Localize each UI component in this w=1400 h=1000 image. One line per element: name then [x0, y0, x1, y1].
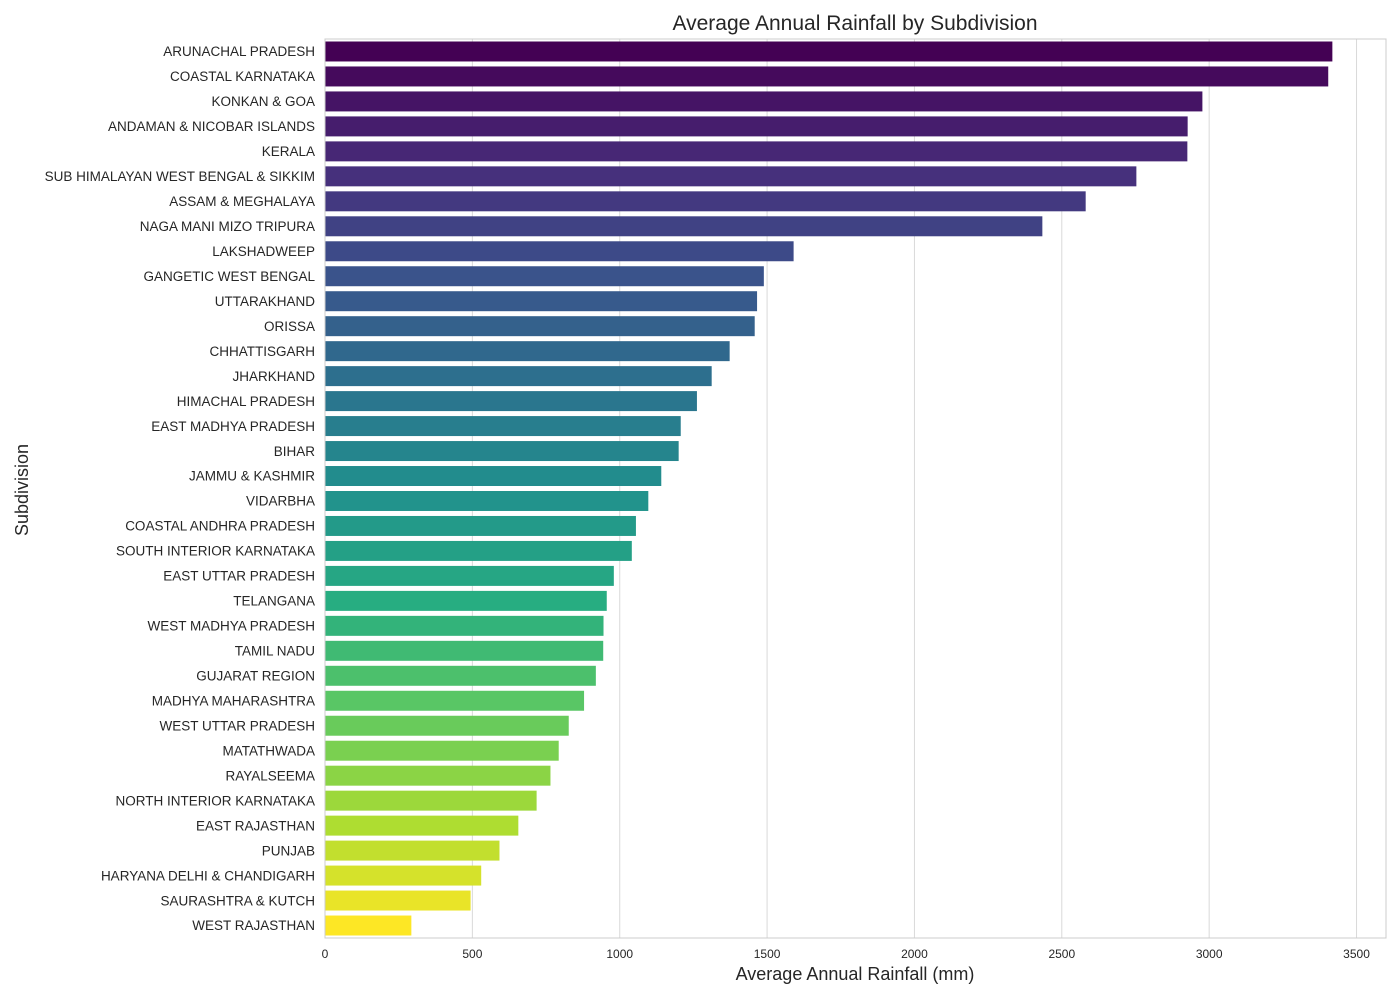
y-tick-label: SUB HIMALAYAN WEST BENGAL & SIKKIM [45, 169, 315, 184]
bar [325, 565, 614, 586]
bar [325, 191, 1086, 212]
bar [325, 865, 482, 886]
y-tick-label: HARYANA DELHI & CHANDIGARH [101, 868, 315, 883]
bar [325, 790, 537, 811]
bar [325, 815, 519, 836]
bar [325, 216, 1043, 237]
bar [325, 740, 559, 761]
y-tick-label: BIHAR [274, 444, 316, 459]
y-tick-label: KONKAN & GOA [211, 94, 315, 109]
y-tick-label: TAMIL NADU [235, 644, 315, 659]
bar [325, 241, 794, 262]
y-tick-label: COASTAL ANDHRA PRADESH [125, 519, 315, 534]
bar [325, 391, 697, 412]
bars-layer [325, 41, 1333, 936]
x-tick-label: 2500 [1048, 947, 1075, 961]
x-tick-label: 1500 [754, 947, 781, 961]
y-tick-label: MADHYA MAHARASHTRA [152, 693, 315, 708]
bar [325, 166, 1137, 187]
y-tick-label: GANGETIC WEST BENGAL [143, 269, 315, 284]
bar [325, 690, 585, 711]
chart-title: Average Annual Rainfall by Subdivision [672, 12, 1037, 35]
bar [325, 91, 1203, 112]
x-tick-label: 500 [462, 947, 482, 961]
y-tick-label: ARUNACHAL PRADESH [163, 44, 315, 59]
y-tick-label: JHARKHAND [232, 369, 315, 384]
x-tick-label: 3500 [1343, 947, 1370, 961]
y-tick-label: ANDAMAN & NICOBAR ISLANDS [108, 119, 315, 134]
bar [325, 441, 679, 462]
bar [325, 840, 500, 861]
bar [325, 765, 551, 786]
bar [325, 515, 636, 536]
y-tick-label: EAST UTTAR PRADESH [163, 569, 315, 584]
bar [325, 890, 471, 911]
x-tick-label: 3000 [1196, 947, 1223, 961]
y-tick-label: UTTARAKHAND [215, 294, 316, 309]
y-tick-label: EAST MADHYA PRADESH [151, 419, 315, 434]
y-tick-label: SAURASHTRA & KUTCH [160, 893, 315, 908]
y-tick-label: MATATHWADA [223, 743, 316, 758]
y-tick-label: VIDARBHA [246, 494, 315, 509]
bar [325, 116, 1188, 137]
bar [325, 266, 764, 287]
y-tick-labels: ARUNACHAL PRADESH COASTAL KARNATAKA KONKAN… [45, 44, 316, 933]
bar [325, 316, 755, 337]
y-tick-label: CHHATTISGARH [209, 344, 315, 359]
y-tick-label: WEST MADHYA PRADESH [147, 619, 315, 634]
y-tick-label: TELANGANA [233, 594, 315, 609]
y-tick-label: EAST RAJASTHAN [196, 818, 315, 833]
bar [325, 615, 604, 636]
y-tick-label: PUNJAB [262, 843, 315, 858]
y-tick-label: RAYALSEEMA [225, 768, 315, 783]
bar [325, 416, 681, 437]
bar [325, 341, 730, 362]
x-tick-label: 2000 [901, 947, 928, 961]
bar [325, 141, 1188, 162]
grid-layer [471, 39, 1358, 938]
x-axis-label: Average Annual Rainfall (mm) [736, 964, 975, 984]
x-tick-labels: 0 500 1000 1500 2000 2500 3000 3500 [322, 947, 1371, 961]
plot-frame [324, 38, 1387, 939]
y-tick-label: JAMMU & KASHMIR [189, 469, 315, 484]
bar [325, 490, 649, 511]
bar [325, 66, 1329, 87]
y-tick-label: ORISSA [264, 319, 315, 334]
y-tick-label: KERALA [262, 144, 315, 159]
y-tick-label: HIMACHAL PRADESH [177, 394, 315, 409]
bar [325, 366, 712, 387]
y-tick-label: LAKSHADWEEP [212, 244, 315, 259]
y-tick-label: ASSAM & MEGHALAYA [169, 194, 315, 209]
bar [325, 41, 1333, 62]
bar [325, 715, 569, 736]
bar [325, 640, 604, 661]
y-axis-label: Subdivision [12, 444, 32, 536]
bar [325, 540, 632, 561]
y-tick-label: WEST UTTAR PRADESH [159, 718, 315, 733]
bar [325, 665, 596, 686]
y-tick-label: GUJARAT REGION [196, 669, 315, 684]
y-tick-label: SOUTH INTERIOR KARNATAKA [116, 544, 315, 559]
y-tick-label: NAGA MANI MIZO TRIPURA [140, 219, 315, 234]
bar [325, 291, 758, 312]
bar [325, 590, 607, 611]
bar [325, 466, 662, 487]
y-tick-label: NORTH INTERIOR KARNATAKA [115, 793, 315, 808]
y-tick-label: WEST RAJASTHAN [192, 918, 315, 933]
x-tick-label: 0 [322, 947, 329, 961]
y-tick-label: COASTAL KARNATAKA [170, 69, 315, 84]
bar [325, 915, 412, 936]
x-tick-label: 1000 [606, 947, 633, 961]
